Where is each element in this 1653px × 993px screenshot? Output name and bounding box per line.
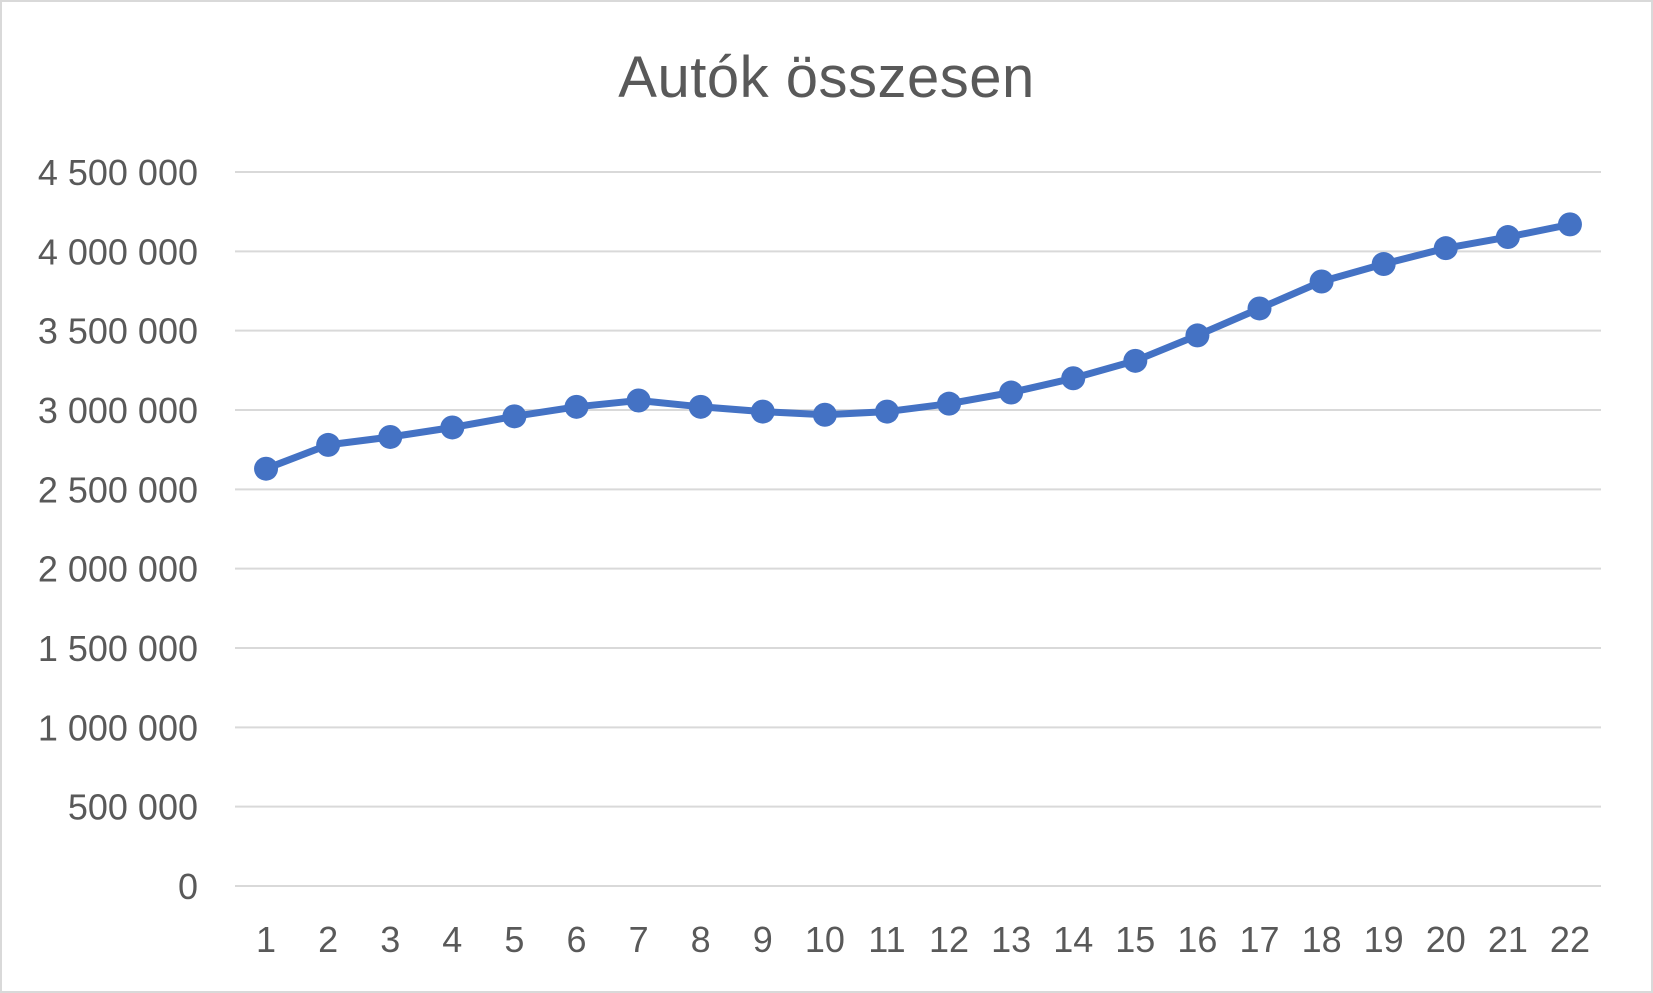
x-tick-label: 7 [629,919,649,960]
x-axis-ticks: 1 2 3 4 5 6 7 8 9 10 11 12 13 14 15 16 17 18 19 20 21 22 [256,919,1590,960]
data-point [1309,269,1334,294]
x-tick-label: 21 [1488,919,1528,960]
x-tick-label: 2 [318,919,338,960]
data-point [1371,252,1396,277]
x-tick-label: 9 [753,919,773,960]
data-point [1433,236,1458,261]
chart-title: Autók összesen [618,45,1035,110]
series-line [262,220,1574,473]
y-tick-label: 3 500 000 [38,311,198,352]
data-point [812,402,837,427]
data-point [1061,366,1086,391]
data-point [316,432,341,457]
data-point [874,399,899,424]
data-point [626,388,651,413]
series-layer [254,212,1582,481]
data-point [1557,212,1582,237]
x-tick-label: 11 [868,919,905,960]
x-tick-label: 4 [442,919,462,960]
y-tick-label: 500 000 [68,787,198,828]
y-tick-label: 3 000 000 [38,390,198,431]
x-tick-label: 8 [691,919,711,960]
gridlines [235,171,1601,887]
data-point [440,415,465,440]
data-point [502,404,527,429]
x-tick-label: 13 [991,919,1031,960]
data-point [999,380,1024,405]
data-point [1495,225,1520,250]
data-point [937,391,962,416]
y-tick-label: 1 500 000 [38,628,198,669]
y-tick-label: 4 500 000 [38,152,198,193]
y-tick-label: 2 500 000 [38,469,198,510]
data-point [254,456,279,481]
x-tick-label: 14 [1053,919,1093,960]
x-tick-label: 17 [1239,919,1279,960]
data-point [564,394,589,419]
x-tick-label: 6 [566,919,586,960]
x-tick-label: 1 [256,919,276,960]
y-tick-label: 4 000 000 [38,231,198,272]
x-tick-label: 10 [805,919,845,960]
x-tick-label: 16 [1177,919,1217,960]
x-tick-label: 20 [1426,919,1466,960]
x-tick-label: 3 [380,919,400,960]
data-point [750,399,775,424]
x-tick-label: 5 [504,919,524,960]
data-point [688,394,713,419]
x-tick-label: 18 [1302,919,1342,960]
y-tick-label: 0 [178,866,198,907]
data-point [1247,296,1272,321]
y-tick-label: 1 000 000 [38,707,198,748]
x-tick-label: 15 [1115,919,1155,960]
y-tick-label: 2 000 000 [38,549,198,590]
x-tick-label: 22 [1550,919,1590,960]
x-tick-label: 19 [1364,919,1404,960]
data-point [1185,323,1210,348]
data-point [378,424,403,449]
y-axis-ticks: 0 500 000 1 000 000 1 500 000 2 000 000 2 500… [38,152,198,907]
x-tick-label: 12 [929,919,969,960]
data-point [1123,348,1148,373]
